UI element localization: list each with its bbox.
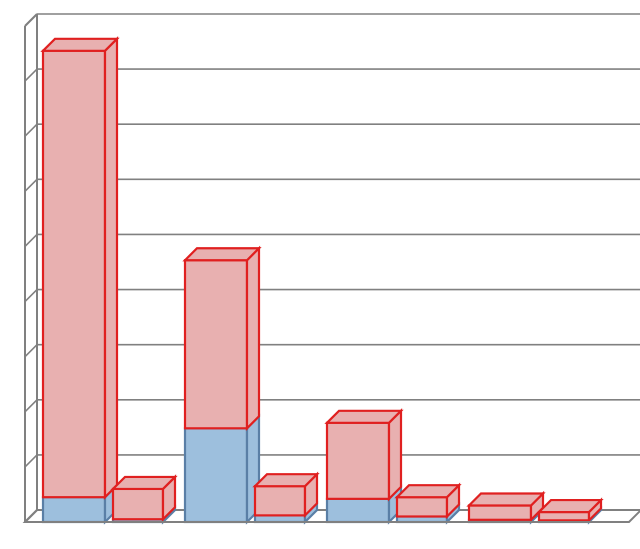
bar-chart [0, 0, 640, 549]
